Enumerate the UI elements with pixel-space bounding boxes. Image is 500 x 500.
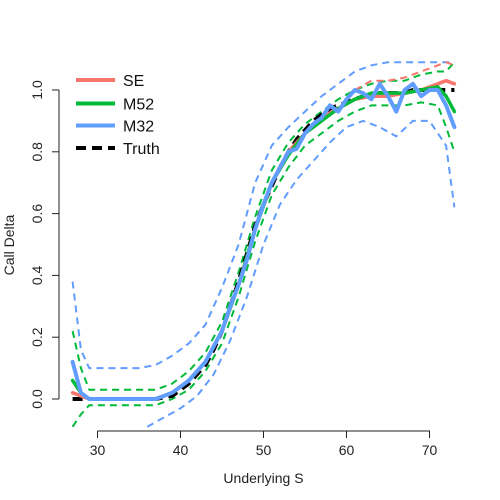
series-line-m32 (70, 81, 457, 401)
y-tick-label: 0.8 (29, 142, 45, 162)
legend-label-se: SE (123, 73, 144, 90)
axes: 30 40 50 60 70 0.0 0.2 0.4 0.6 0.8 1.0 U… (1, 80, 437, 486)
y-axis-title: Call Delta (1, 214, 17, 275)
x-tick-label: 60 (339, 442, 355, 458)
y-tick-label: 0.6 (29, 204, 45, 224)
legend-label-m52: M52 (123, 97, 154, 114)
y-ticks: 0.0 0.2 0.4 0.6 0.8 1.0 (29, 80, 59, 409)
legend-label-m32: M32 (123, 119, 154, 136)
x-tick-label: 70 (422, 442, 438, 458)
y-tick-label: 1.0 (29, 80, 45, 100)
series-line-m52-upper (71, 61, 456, 391)
x-tick-label: 30 (90, 442, 106, 458)
y-tick-label: 0.0 (29, 389, 45, 409)
x-ticks: 30 40 50 60 70 (90, 431, 438, 458)
series-line-m52-lower (71, 101, 456, 428)
series-layer (70, 61, 457, 428)
series-line-m32-upper (71, 61, 455, 370)
series-line-se-upper (354, 61, 455, 91)
x-axis-title: Underlying S (223, 470, 303, 486)
y-tick-label: 0.4 (29, 265, 45, 285)
x-tick-label: 50 (256, 442, 272, 458)
legend: SE M52 M32 Truth (76, 73, 160, 158)
series-line-m32-lower (146, 119, 456, 428)
y-tick-label: 0.2 (29, 327, 45, 347)
x-tick-label: 40 (173, 442, 189, 458)
legend-label-truth: Truth (123, 141, 160, 158)
